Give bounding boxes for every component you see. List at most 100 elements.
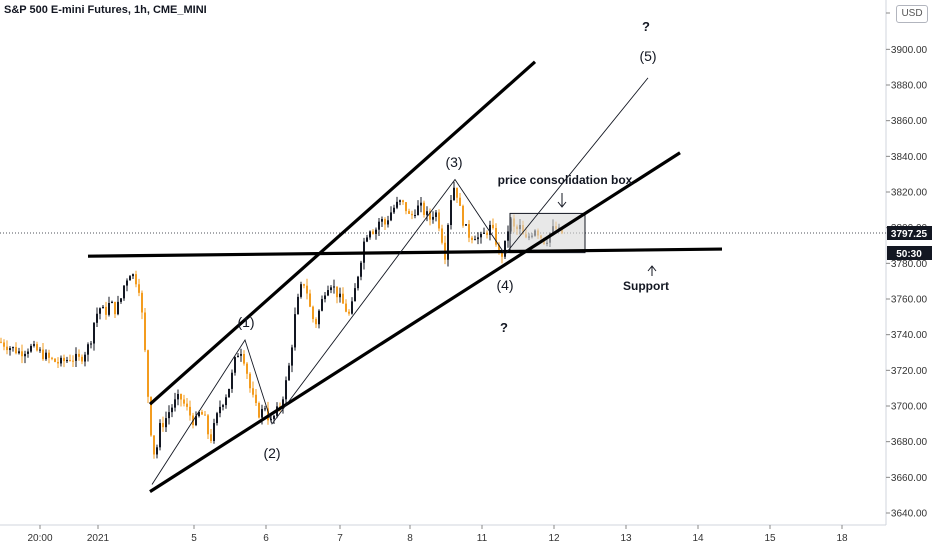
candle-body [360,262,362,277]
candle-body [93,322,95,344]
candle-body [492,224,494,229]
candle-body [30,345,32,352]
candle-body [219,406,221,414]
candle-body [120,298,122,302]
time-axis[interactable]: 20:00 2021 5 6 7 8 11 12 13 14 15 18 [27,525,848,544]
candle-body [252,388,254,395]
support-line [87,247,723,258]
candle-body [300,284,302,297]
y-tick-label: 3720.00 [891,366,928,377]
candles [0,181,563,459]
candle-body [141,292,143,313]
candle-body [336,286,338,298]
candle-body [24,353,26,357]
x-tick-label: 20:00 [27,533,52,544]
y-tick-label: 3660.00 [891,473,928,484]
candle-body [366,237,368,242]
candle-body [183,399,185,404]
candle-body [246,363,248,374]
question-mark-bottom: ? [500,320,508,335]
candle-body [411,213,413,216]
candle-body [468,224,470,238]
candle-body [315,319,317,325]
candle-body [405,202,407,212]
candle-body [447,225,449,260]
candle-body [429,211,431,220]
candle-body [135,274,137,285]
candle-body [417,205,419,216]
x-tick-label: 13 [620,533,632,544]
candle-body [459,197,461,206]
candle-body [258,403,260,418]
chart-title: S&P 500 E-mini Futures, 1h, CME_MINI [4,4,207,16]
candle-body [75,353,77,361]
x-tick-label: 11 [477,533,488,544]
candle-body [60,357,62,364]
candle-body [102,306,104,309]
candle-body [165,418,167,428]
x-tick-label: 12 [548,533,560,544]
candle-body [81,356,83,362]
candle-body [6,346,8,351]
candle-body [483,232,485,234]
candle-body [408,211,410,214]
candle-body [144,312,146,351]
candle-body [402,200,404,203]
candle-body [306,285,308,294]
candle-body [129,276,131,281]
candle-body [471,237,473,240]
candle-body [291,347,293,366]
candle-body [507,231,509,241]
candle-body [486,232,488,235]
y-tick-label: 3900.00 [891,45,928,56]
candle-body [288,365,290,381]
candle-body [0,341,2,343]
candle-body [9,348,11,351]
x-tick-label: 5 [191,533,197,544]
wave-3-label: (3) [445,154,462,170]
x-tick-label: 15 [764,533,776,544]
candle-body [384,219,386,225]
currency-button[interactable]: USD [896,5,928,23]
candle-body [477,237,479,240]
candle-body [138,284,140,293]
candle-body [330,287,332,291]
candle-body [153,435,155,455]
candle-body [426,211,428,215]
candle-body [354,288,356,302]
candle-body [66,359,68,362]
candle-body [51,357,53,359]
candle-body [378,221,380,230]
candle-body [453,187,455,201]
current-price-label: 3797.25 [891,229,928,240]
candle-body [123,285,125,299]
candle-body [39,349,41,351]
wave-4-label: (4) [496,277,513,293]
candle-body [495,228,497,245]
candle-body [99,308,101,314]
candle-body [72,360,74,362]
candle-body [474,239,476,241]
wave-1-label: (1) [237,314,254,330]
x-tick-label: 2021 [87,533,110,544]
candle-body [54,358,56,362]
candle-body [27,351,29,354]
candle-body [12,347,14,349]
candle-body [108,302,110,315]
candle-body [156,447,158,455]
candle-body [381,219,383,222]
candle-body [189,406,191,416]
candle-body [390,212,392,221]
candle-body [504,240,506,257]
candle-body [414,215,416,217]
price-axis[interactable]: 33640.003660.003680.003700.003720.003740… [886,9,928,520]
candle-body [168,412,170,419]
candle-body [87,344,89,355]
candle-body [96,313,98,323]
candle-body [420,202,422,206]
y-tick-label: 3780.00 [891,259,928,270]
candle-body [36,344,38,351]
candle-body [357,276,359,289]
candle-body [42,349,44,360]
